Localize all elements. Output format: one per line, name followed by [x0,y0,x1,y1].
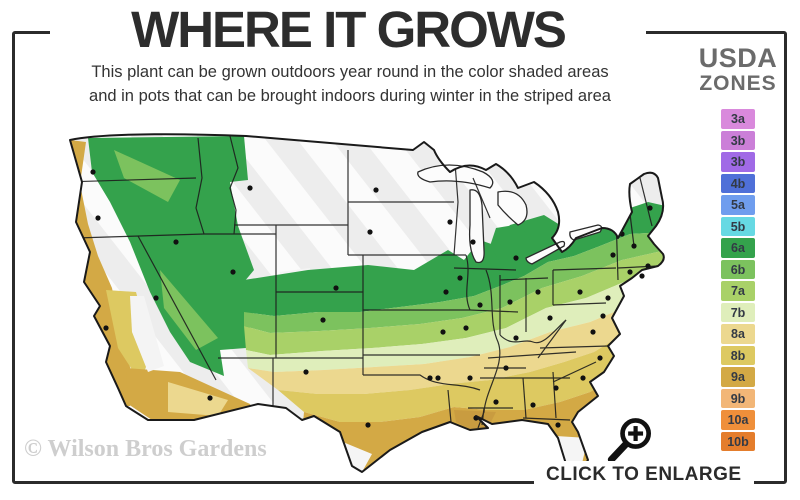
zone-swatch-3b-1: 3b [721,130,755,151]
zone-swatch-9a-12: 9a [721,367,755,387]
subtitle-line-2: and in pots that can be brought indoors … [89,86,611,105]
zone-swatch-3b-2: 3b [721,152,755,172]
zone-swatch-6a-6: 6a [721,238,755,258]
city-dots [90,169,653,428]
subtitle: This plant can be grown outdoors year ro… [40,61,660,109]
zone-swatch-7a-8: 7a [721,281,755,301]
legend-title-zones: ZONES [699,72,777,96]
zone-swatch-10a-14: 10a [721,410,755,430]
zone-swatch-8a-10: 8a [721,324,755,344]
zone-swatch-5b-5: 5b [721,216,755,237]
legend-title-usda: USDA [698,43,778,73]
legend-swatch-list: 3a 3b 3b 4b 5a 5b 6a 6b 7a 7b 8a 8b 9a 9b 10a 10b [690,109,786,452]
zone-swatch-10b-15: 10b [721,431,755,452]
zone-swatch-6b-7: 6b [721,259,755,280]
zone-swatch-8b-11: 8b [721,345,755,366]
zone-swatch-9b-13: 9b [721,388,755,409]
zone-swatch-4b-3: 4b [721,173,755,194]
lake-erie [525,240,566,265]
subtitle-line-1: This plant can be grown outdoors year ro… [91,63,609,81]
lake-michigan [468,189,485,264]
magnifying-glass-plus-icon[interactable] [602,413,658,469]
usda-zones-legend: USDA ZONES 3a 3b 3b 4b 5a 5b 6a 6b 7a 7b 8a 8b 9a 9b 1… [690,43,786,452]
lake-huron [497,190,528,226]
zone-swatch-5a-4: 5a [721,195,755,215]
zone-swatch-7b-9: 7b [721,302,755,323]
watermark: © Wilson Bros Gardens [24,436,267,462]
us-zone-map[interactable] [18,120,666,478]
lake-superior [417,164,494,189]
page-title: WHERE IT GROWS [50,0,646,60]
zone-swatch-3a-0: 3a [721,109,755,129]
great-lakes [417,164,603,265]
color-shaded-regions [70,136,664,472]
click-to-enlarge-button[interactable]: CLICK TO ENLARGE [534,461,754,488]
state-borders [70,135,659,429]
